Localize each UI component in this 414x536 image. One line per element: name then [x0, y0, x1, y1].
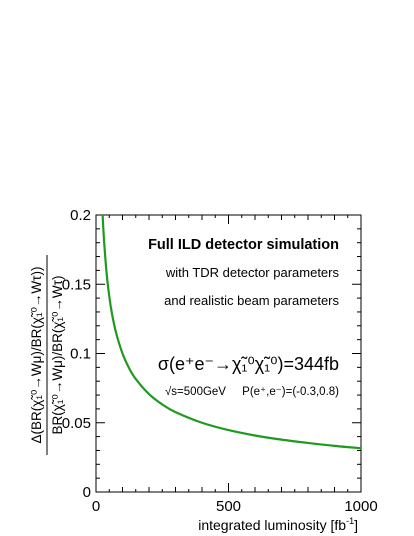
x-axis-title: integrated luminosity [fb-1]: [198, 516, 358, 533]
annotation-line2: with TDR detector parameters: [165, 265, 340, 280]
axis-ticks: [95, 214, 362, 493]
series-line: [101, 214, 362, 450]
x-tick-label: 500: [216, 498, 241, 515]
annotation-polarization: P(e⁺,e⁻)=(-0.3,0.8): [242, 386, 339, 398]
y-tick-label: 0.15: [62, 276, 91, 293]
y-axis-denominator: BR(χ̃₁⁰→Wμ)/BR(χ̃₁⁰→Wτ): [50, 276, 65, 435]
y-tick-label: 0.05: [62, 415, 91, 432]
annotation-energy: √s=500GeV: [165, 385, 226, 398]
y-axis-numerator: Δ(BR(χ̃₁⁰→Wμ)/BR(χ̃₁⁰→Wτ)): [29, 267, 44, 444]
x-tick-label: 1000: [344, 498, 377, 515]
annotation-title: Full ILD detector simulation: [148, 237, 339, 253]
y-tick-label: 0.2: [70, 207, 91, 224]
annotation-cross-section: σ(e⁺e⁻→χ̃₁⁰χ̃₁⁰)=344fb: [158, 354, 339, 374]
y-axis-title: Δ(BR(χ̃₁⁰→Wμ)/BR(χ̃₁⁰→Wτ)) BR(χ̃₁⁰→Wμ)/B…: [29, 255, 65, 455]
x-tick-label: 0: [92, 498, 100, 515]
annotation-line3: and realistic beam parameters: [164, 293, 339, 308]
y-tick-label: 0.1: [70, 346, 91, 363]
y-tick-label: 0: [83, 484, 91, 501]
tick-labels: 0 500 1000 0 0.05 0.1 0.15 0.2: [62, 207, 378, 515]
